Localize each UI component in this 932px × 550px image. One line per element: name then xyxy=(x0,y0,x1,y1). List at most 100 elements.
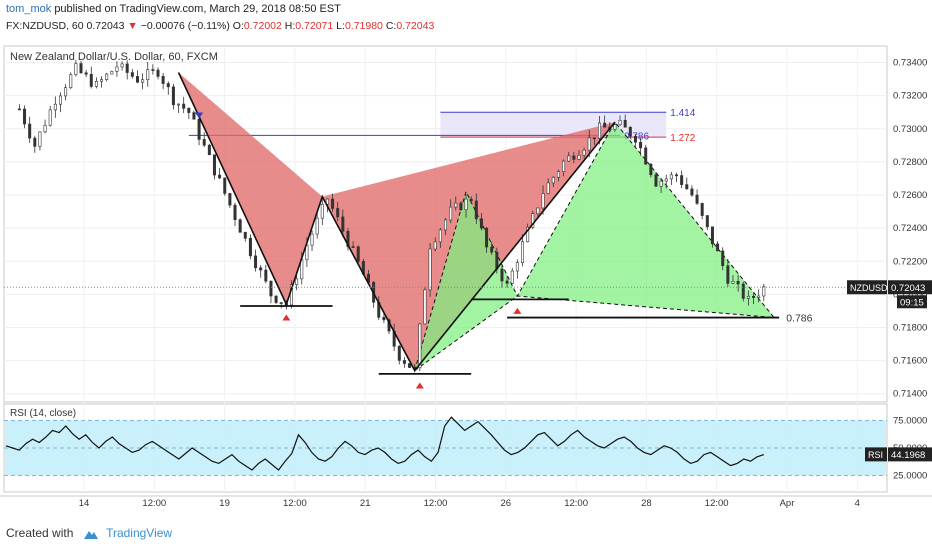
chart-area[interactable]: 0.73400 0.73200 0.73000 0.72800 0.72600 0.724… xyxy=(0,38,932,516)
down-arrow-icon: ▼ xyxy=(127,20,138,32)
candle-body xyxy=(182,103,186,109)
candle-body xyxy=(125,63,129,73)
candle-body xyxy=(218,174,222,179)
candle-body xyxy=(53,103,57,111)
candle-body xyxy=(510,270,514,284)
fib-level-label: 1.414 xyxy=(670,108,695,119)
fib-zone xyxy=(440,112,667,138)
candle-body xyxy=(469,198,473,202)
time-tick-label: 19 xyxy=(219,498,230,509)
bearish-pattern-xab xyxy=(178,72,323,305)
price-tick-label: 0.71800 xyxy=(893,322,927,333)
price-tick-label: 0.72800 xyxy=(893,157,927,168)
candle-body xyxy=(556,171,560,178)
candle-body xyxy=(690,188,694,196)
candle-body xyxy=(135,76,139,83)
candle-body xyxy=(89,73,93,87)
author-link[interactable]: tom_mok xyxy=(6,3,52,15)
candle-body xyxy=(526,226,530,243)
candle-body xyxy=(192,112,196,120)
price-tick-label: 0.72200 xyxy=(893,256,927,267)
chart-header: tom_mok published on TradingView.com, Ma… xyxy=(0,0,932,38)
time-tick-label: 21 xyxy=(360,498,371,509)
candle-body xyxy=(639,141,643,149)
candle-body xyxy=(582,149,586,156)
candle-body xyxy=(161,76,165,84)
candle-body xyxy=(156,69,160,77)
rsi-tick-label: 75.0000 xyxy=(893,416,927,427)
bullish-pattern-bcd xyxy=(517,122,775,318)
low-label: L: xyxy=(336,20,345,32)
candle-body xyxy=(474,200,478,220)
time-tick-label: 12:00 xyxy=(142,498,166,509)
candle-body xyxy=(382,317,386,321)
candle-body xyxy=(187,108,191,113)
candle-body xyxy=(115,66,119,72)
time-tick-label: 26 xyxy=(501,498,512,509)
candle-body xyxy=(664,178,668,182)
candle-body xyxy=(521,241,525,263)
ohlc-line: FX:NZDUSD, 60 0.72043 ▼ −0.00076 (−0.11%… xyxy=(6,20,434,32)
close-value: 0.72043 xyxy=(396,20,435,32)
candle-body xyxy=(408,363,412,368)
candle-body xyxy=(454,202,458,208)
candle-body xyxy=(577,154,581,160)
candle-body xyxy=(726,265,730,284)
candle-body xyxy=(449,206,453,221)
time-tick-label: 4 xyxy=(855,498,860,509)
candle-body xyxy=(623,119,627,128)
rsi-title: RSI (14, close) xyxy=(10,408,76,419)
candle-body xyxy=(551,176,555,184)
rsi-tag-label: RSI xyxy=(868,450,883,460)
candle-body xyxy=(654,174,658,187)
candle-body xyxy=(746,295,750,299)
price-tick-label: 0.71400 xyxy=(893,389,927,400)
candle-body xyxy=(74,63,78,75)
candle-body xyxy=(757,295,761,298)
candle-body xyxy=(587,137,591,151)
last-price: 0.72043 xyxy=(86,20,125,32)
candle-body xyxy=(721,250,725,267)
candle-body xyxy=(94,80,98,87)
candle-body xyxy=(443,219,447,231)
chart-title: New Zealand Dollar/U.S. Dollar, 60, FXCM xyxy=(10,51,218,63)
candle-body xyxy=(69,74,73,88)
price-tick-label: 0.72000 xyxy=(893,289,927,300)
candle-body xyxy=(248,237,252,257)
candle-body xyxy=(438,229,442,243)
candle-body xyxy=(341,216,345,232)
last-price-tag-bg xyxy=(888,280,932,295)
price-tick-label: 0.72400 xyxy=(893,223,927,234)
high-value: 0.72071 xyxy=(295,20,334,32)
price-tick-label: 0.73000 xyxy=(893,124,927,135)
candle-body xyxy=(423,289,427,325)
sell-marker-icon xyxy=(195,112,204,119)
created-with-label: Created with xyxy=(6,526,74,540)
candle-body xyxy=(243,232,247,239)
open-value: 0.72002 xyxy=(243,20,282,32)
candle-body xyxy=(459,202,463,211)
candle-body xyxy=(38,131,42,147)
tradingview-brand[interactable]: TradingView xyxy=(106,526,173,540)
rsi-tag-bg xyxy=(865,447,887,462)
candle-body xyxy=(505,280,509,284)
candle-body xyxy=(23,108,27,125)
candle-body xyxy=(146,69,150,81)
open-label: O: xyxy=(232,20,244,32)
high-label: H: xyxy=(284,20,296,32)
candle-body xyxy=(705,215,709,228)
candle-body xyxy=(572,155,576,160)
candle-body xyxy=(320,203,324,219)
price-tick-label: 0.73200 xyxy=(893,91,927,102)
price-tick-label: 0.71600 xyxy=(893,356,927,367)
candle-body xyxy=(418,323,422,369)
rsi-value-tag-bg xyxy=(888,447,932,462)
symbol-tag-bg xyxy=(847,280,887,295)
candle-body xyxy=(254,255,258,269)
publish-info: published on TradingView.com, March 29, … xyxy=(54,3,341,15)
candle-body xyxy=(105,73,109,80)
candle-body xyxy=(48,109,52,126)
candle-body xyxy=(120,63,124,68)
candle-body xyxy=(228,193,232,206)
last-price-tag-label: 0.72043 xyxy=(891,283,925,294)
